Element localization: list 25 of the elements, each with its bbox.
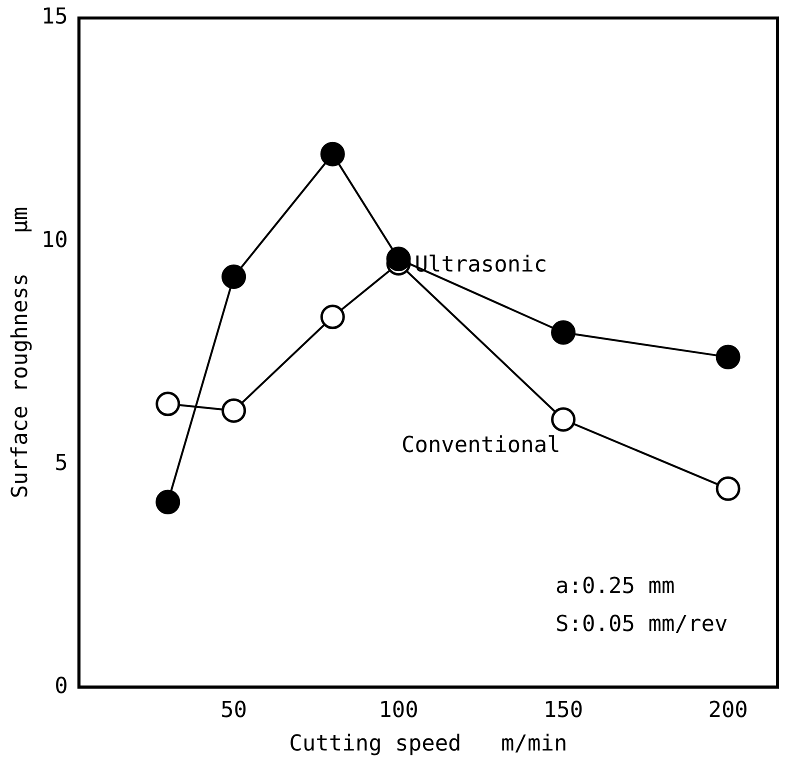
- point: [551, 320, 576, 345]
- x-tick-label: 150: [543, 698, 584, 724]
- annotation: a:0.25 mm: [556, 574, 675, 599]
- point: [386, 246, 411, 272]
- series-label: Ultrasonic: [414, 252, 548, 278]
- point: [156, 392, 180, 416]
- y-tick-label: 10: [41, 228, 68, 253]
- x-tick-label: 50: [220, 698, 248, 724]
- point: [716, 476, 740, 501]
- y-tick-label: 5: [54, 450, 68, 476]
- y-axis-title: Surface roughness μm: [8, 206, 33, 498]
- x-axis-title: Cutting speed m/min: [289, 732, 568, 757]
- point: [222, 398, 246, 423]
- series-label: Conventional: [401, 433, 560, 458]
- x-tick-label: 100: [378, 698, 418, 724]
- point: [320, 142, 345, 166]
- annotation: S:0.05 mm/rev: [556, 612, 728, 637]
- x-tick-label: 200: [708, 698, 748, 724]
- y-tick-label: 15: [41, 4, 68, 30]
- point: [222, 264, 246, 290]
- point: [716, 344, 740, 370]
- point: [156, 490, 180, 514]
- point: [551, 407, 576, 432]
- y-tick-label: 0: [54, 674, 68, 699]
- point: [320, 304, 345, 330]
